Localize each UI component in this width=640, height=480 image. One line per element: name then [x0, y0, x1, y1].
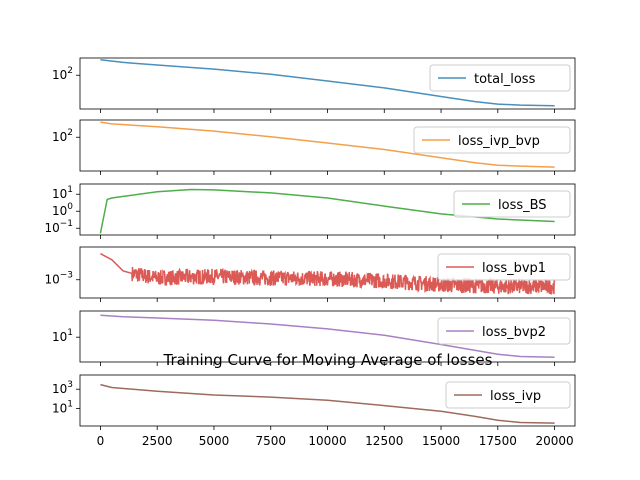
x-tick-label: 5000 — [199, 434, 230, 448]
legend-box — [437, 317, 571, 345]
subplot-loss_bvp1: 10−3 loss_bvp1 — [44, 246, 576, 302]
legend-total_loss: total_loss — [429, 64, 571, 92]
y-tick-label: 10−3 — [44, 271, 73, 287]
series-line-loss_bvp2 — [100, 314, 555, 358]
y-tick-label: 103 — [52, 380, 73, 396]
legend-label: loss_BS — [498, 198, 547, 213]
legend-loss_bvp1: loss_bvp1 — [437, 253, 571, 281]
legend-box — [413, 126, 571, 154]
y-tick-label: 101 — [52, 185, 73, 201]
legend-label: total_loss — [474, 72, 536, 87]
subplot-loss_bvp2: 101 loss_bvp2 — [52, 310, 576, 366]
legend-box — [453, 190, 571, 218]
series-line-loss_BS — [99, 188, 555, 234]
subplot-loss_ivp: 101 103 loss_ivp — [52, 374, 576, 430]
legend-loss_bvp2: loss_bvp2 — [437, 317, 571, 345]
legend-box — [437, 253, 571, 281]
subplot-total_loss: 102 total_loss — [52, 57, 576, 113]
x-tick-label: 2500 — [142, 434, 173, 448]
y-tick-label: 101 — [52, 328, 73, 344]
legend-label: loss_bvp2 — [482, 325, 546, 340]
legend-label: loss_ivp — [490, 389, 541, 404]
subplot-panels: 102total_loss102loss_ivp_bvp10−1100101lo… — [44, 57, 576, 430]
y-tick-label: 102 — [52, 66, 73, 82]
x-tick-label: 10000 — [308, 434, 346, 448]
chart-title: Training Curve for Moving Average of los… — [163, 351, 493, 369]
x-tick-label: 17500 — [479, 434, 517, 448]
y-tick-label: 101 — [52, 399, 73, 415]
x-tick-label: 12500 — [365, 434, 403, 448]
x-tick-label: 20000 — [535, 434, 573, 448]
legend-loss_ivp_bvp: loss_ivp_bvp — [413, 126, 571, 154]
legend-loss_BS: loss_BS — [453, 190, 571, 218]
legend-label: loss_ivp_bvp — [458, 134, 540, 149]
x-tick-label: 0 — [97, 434, 105, 448]
shared-x-axis: 0 2500 5000 7500 10000 12500 15000 17500 20000 — [97, 434, 574, 448]
series-line-loss_ivp_bvp — [100, 121, 555, 168]
y-tick-label: 10−1 — [44, 219, 73, 235]
x-tick-label: 7500 — [255, 434, 286, 448]
series-line-loss_bvp1 — [100, 252, 556, 296]
legend-loss_ivp: loss_ivp — [445, 381, 571, 409]
subplot-loss_ivp_bvp: 102 loss_ivp_bvp — [52, 119, 576, 175]
legend-box — [445, 381, 571, 409]
series-line-loss_ivp — [100, 383, 555, 424]
x-tick-label: 15000 — [422, 434, 460, 448]
y-tick-label: 100 — [52, 202, 73, 218]
y-tick-label: 102 — [52, 128, 73, 144]
legend-box — [429, 64, 571, 92]
legend-label: loss_bvp1 — [482, 261, 546, 276]
series-line-total_loss — [100, 59, 555, 107]
